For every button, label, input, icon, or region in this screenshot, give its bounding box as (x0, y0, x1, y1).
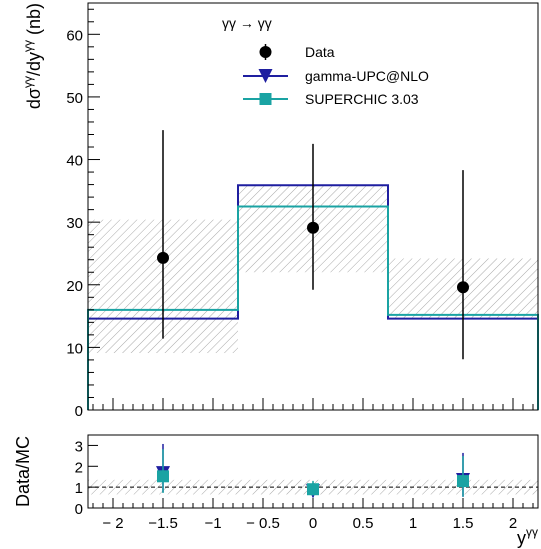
ratio-panel: 0 1 2 3 − 2 −1.5 −1 − 0.5 0 0.5 1 1.5 2 Data/MC yγγ​ (13, 434, 539, 548)
x-tick-label: −1 (204, 515, 221, 532)
x-tick-label: 1.5 (453, 515, 474, 532)
legend-entry: Data (305, 44, 335, 60)
x-axis-title: yγγ​ (517, 525, 538, 548)
main-panel: 0 10 20 30 40 50 60 dσγγ​/dyγγ​ (nb) γγ → γγ Data… (21, 2, 539, 420)
x-tick-label: −1.5 (148, 515, 178, 532)
ratio-y-tick-label: 3 (75, 438, 83, 455)
legend-gupc-marker (258, 69, 273, 83)
process-label: γγ → γγ (222, 15, 272, 31)
ratio-y-tick-label: 2 (75, 459, 83, 476)
ratio-point (457, 475, 469, 488)
legend-superchic-marker (259, 93, 272, 105)
x-tick-label: − 0.5 (246, 515, 280, 532)
legend-data-marker (259, 46, 272, 58)
y-tick-label: 30 (66, 215, 83, 232)
y-tick-label: 40 (66, 153, 83, 170)
y-tick-label: 10 (66, 340, 83, 357)
ratio-y-tick-label: 1 (75, 480, 83, 497)
legend-entry: SUPERCHIC 3.03 (305, 91, 419, 107)
x-tick-label: 1 (409, 515, 417, 532)
y-tick-label: 60 (66, 27, 83, 44)
x-tick-label: 0.5 (353, 515, 374, 532)
data-point (457, 281, 469, 294)
x-tick-label: 2 (509, 515, 517, 532)
y-tick-label: 0 (75, 403, 83, 420)
y-tick-label: 20 (66, 278, 83, 295)
y-tick-label: 50 (66, 90, 83, 107)
data-point (307, 221, 319, 234)
y-axis-title: dσγγ​/dyγγ​ (nb) (21, 3, 44, 109)
x-tick-label: − 2 (102, 515, 123, 532)
ratio-point (307, 483, 319, 496)
ratio-y-tick-label: 0 (75, 501, 83, 518)
data-point (157, 251, 169, 264)
x-tick-label: 0 (309, 515, 317, 532)
legend-entry: gamma-UPC@NLO (305, 68, 429, 84)
ratio-y-axis-title: Data/MC (13, 436, 33, 507)
ratio-point (157, 470, 169, 483)
